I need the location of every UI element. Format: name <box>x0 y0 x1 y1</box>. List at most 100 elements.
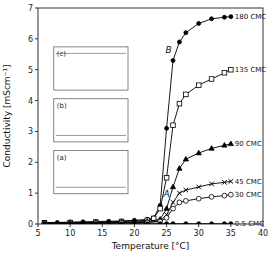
inset-label: (c) <box>57 50 67 58</box>
x-tick <box>134 224 135 227</box>
chart: 51015202530354001234567Temperature [°C]C… <box>0 0 271 254</box>
point <box>229 222 233 224</box>
y-axis-label: Conductivity [mScm⁻¹] <box>2 64 12 167</box>
point <box>183 198 188 203</box>
point <box>229 179 234 184</box>
point <box>209 182 214 187</box>
plot-frame <box>38 8 263 224</box>
point <box>229 15 233 19</box>
series-label: 90 CMC <box>235 140 262 148</box>
point <box>177 101 182 106</box>
y-tick <box>35 69 38 70</box>
inset: (b) <box>54 99 128 142</box>
point <box>177 191 182 196</box>
point <box>177 166 182 171</box>
series-labels: 180 CMC 135 CMC 90 CMC 45 CMC 30 CMC 0.5 CMC <box>235 13 267 228</box>
x-tick-label: 10 <box>65 229 75 238</box>
x-tick-label: 20 <box>129 229 139 238</box>
inset-box <box>54 151 128 194</box>
point <box>94 220 99 224</box>
point <box>197 222 201 224</box>
series <box>42 15 232 224</box>
point <box>119 220 124 224</box>
point <box>209 146 214 151</box>
point <box>42 220 47 224</box>
x-tick <box>102 224 103 227</box>
inset: (a) <box>54 151 128 194</box>
series <box>42 222 232 224</box>
point <box>94 222 98 224</box>
series <box>42 192 233 224</box>
point <box>222 180 227 185</box>
point <box>171 123 176 128</box>
point <box>145 220 150 224</box>
series <box>42 67 233 224</box>
y-tick <box>35 131 38 132</box>
point <box>222 193 227 198</box>
point <box>107 222 111 224</box>
x-tick-label: 15 <box>97 229 107 238</box>
point <box>222 71 227 76</box>
point <box>183 156 188 161</box>
y-tick <box>35 193 38 194</box>
point <box>158 206 163 211</box>
point <box>184 31 188 35</box>
series-line <box>44 181 230 223</box>
plot-area <box>42 15 234 224</box>
point <box>228 141 233 146</box>
point <box>164 215 169 220</box>
x-tick-label: 35 <box>226 229 236 238</box>
series-label: 45 CMC <box>235 178 262 186</box>
y-tick <box>35 224 38 225</box>
inset-electrode <box>56 135 126 136</box>
point <box>210 222 214 224</box>
series-label: 180 CMC <box>235 13 267 21</box>
point <box>229 67 234 72</box>
inset-electrode <box>56 187 126 188</box>
y-tick-label: 5 <box>28 66 33 75</box>
x-tick <box>198 224 199 227</box>
point <box>209 77 214 82</box>
y-tick-label: 2 <box>28 158 33 167</box>
point <box>68 221 73 224</box>
point <box>145 222 149 224</box>
point <box>222 15 226 19</box>
point <box>209 194 214 199</box>
inset-box <box>54 99 128 142</box>
series-label: 135 CMC <box>235 66 267 74</box>
inset-label: (b) <box>57 102 67 110</box>
x-tick-label: 5 <box>35 229 40 238</box>
point <box>164 175 169 180</box>
point <box>171 206 176 211</box>
y-tick-label: 0 <box>28 220 33 229</box>
point <box>171 58 175 62</box>
series-label: 0.5 CMC <box>235 220 264 228</box>
point <box>177 200 182 205</box>
annotation: A <box>162 189 169 199</box>
point <box>42 221 47 224</box>
y-tick-label: 1 <box>28 189 33 198</box>
point <box>42 220 47 224</box>
x-tick-label: 40 <box>258 229 268 238</box>
series-line <box>44 70 230 223</box>
y-tick <box>35 38 38 39</box>
x-tick <box>166 224 167 227</box>
point <box>210 17 214 21</box>
point <box>196 196 201 201</box>
point <box>119 220 124 224</box>
point <box>164 206 169 211</box>
series-label: 30 CMC <box>235 191 262 199</box>
point <box>120 222 124 224</box>
point <box>158 222 162 224</box>
x-tick <box>70 224 71 227</box>
series-line <box>44 195 230 224</box>
inset-box <box>54 47 128 90</box>
point <box>132 222 136 224</box>
point <box>197 21 201 25</box>
inset: (c) <box>54 47 128 90</box>
point <box>196 83 201 88</box>
point <box>165 222 169 224</box>
point <box>171 200 176 205</box>
annotation: B <box>165 45 171 55</box>
point <box>184 188 189 193</box>
